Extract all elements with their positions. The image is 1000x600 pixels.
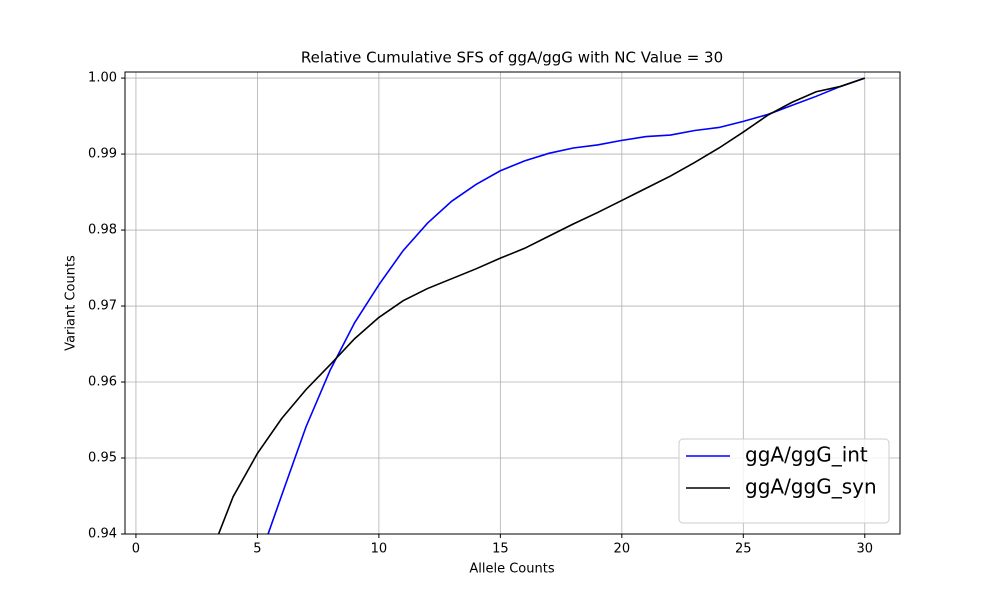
legend-box [678,438,890,524]
plot-lines [217,77,866,534]
y-tick-label: 0.97 [88,299,117,314]
series-line [267,77,866,534]
y-tick-label: 0.94 [88,527,117,542]
x-tick-label: 10 [371,542,388,557]
y-tick-label: 0.99 [88,147,117,162]
chart-title: Relative Cumulative SFS of ggA/ggG with … [301,49,723,67]
x-axis-label: Allele Counts [469,562,554,577]
y-tick-label: 1.00 [88,71,117,86]
y-tick-label: 0.98 [88,223,117,238]
x-tick-label: 0 [132,542,140,557]
legend-label: ggA/ggG_syn [745,475,877,499]
x-tick-label: 15 [492,542,509,557]
y-tick-label: 0.95 [88,451,117,466]
y-axis-label: Variant Counts [64,255,79,351]
x-tick-label: 25 [735,542,752,557]
series-line [217,77,866,534]
y-tick-label: 0.96 [88,375,117,390]
grid [125,72,900,535]
plot-frame [124,71,901,535]
x-tick-label: 5 [253,542,261,557]
legend: ggA/ggG_int ggA/ggG_syn [678,438,890,524]
x-tick-label: 20 [614,542,631,557]
x-tick-label: 30 [856,542,873,557]
legend-label: ggA/ggG_int [745,443,868,467]
ticks: 0 5 10 15 20 25 30 0.94 0.95 0.96 0.97 0.98 0.99 1.00 [88,71,873,557]
